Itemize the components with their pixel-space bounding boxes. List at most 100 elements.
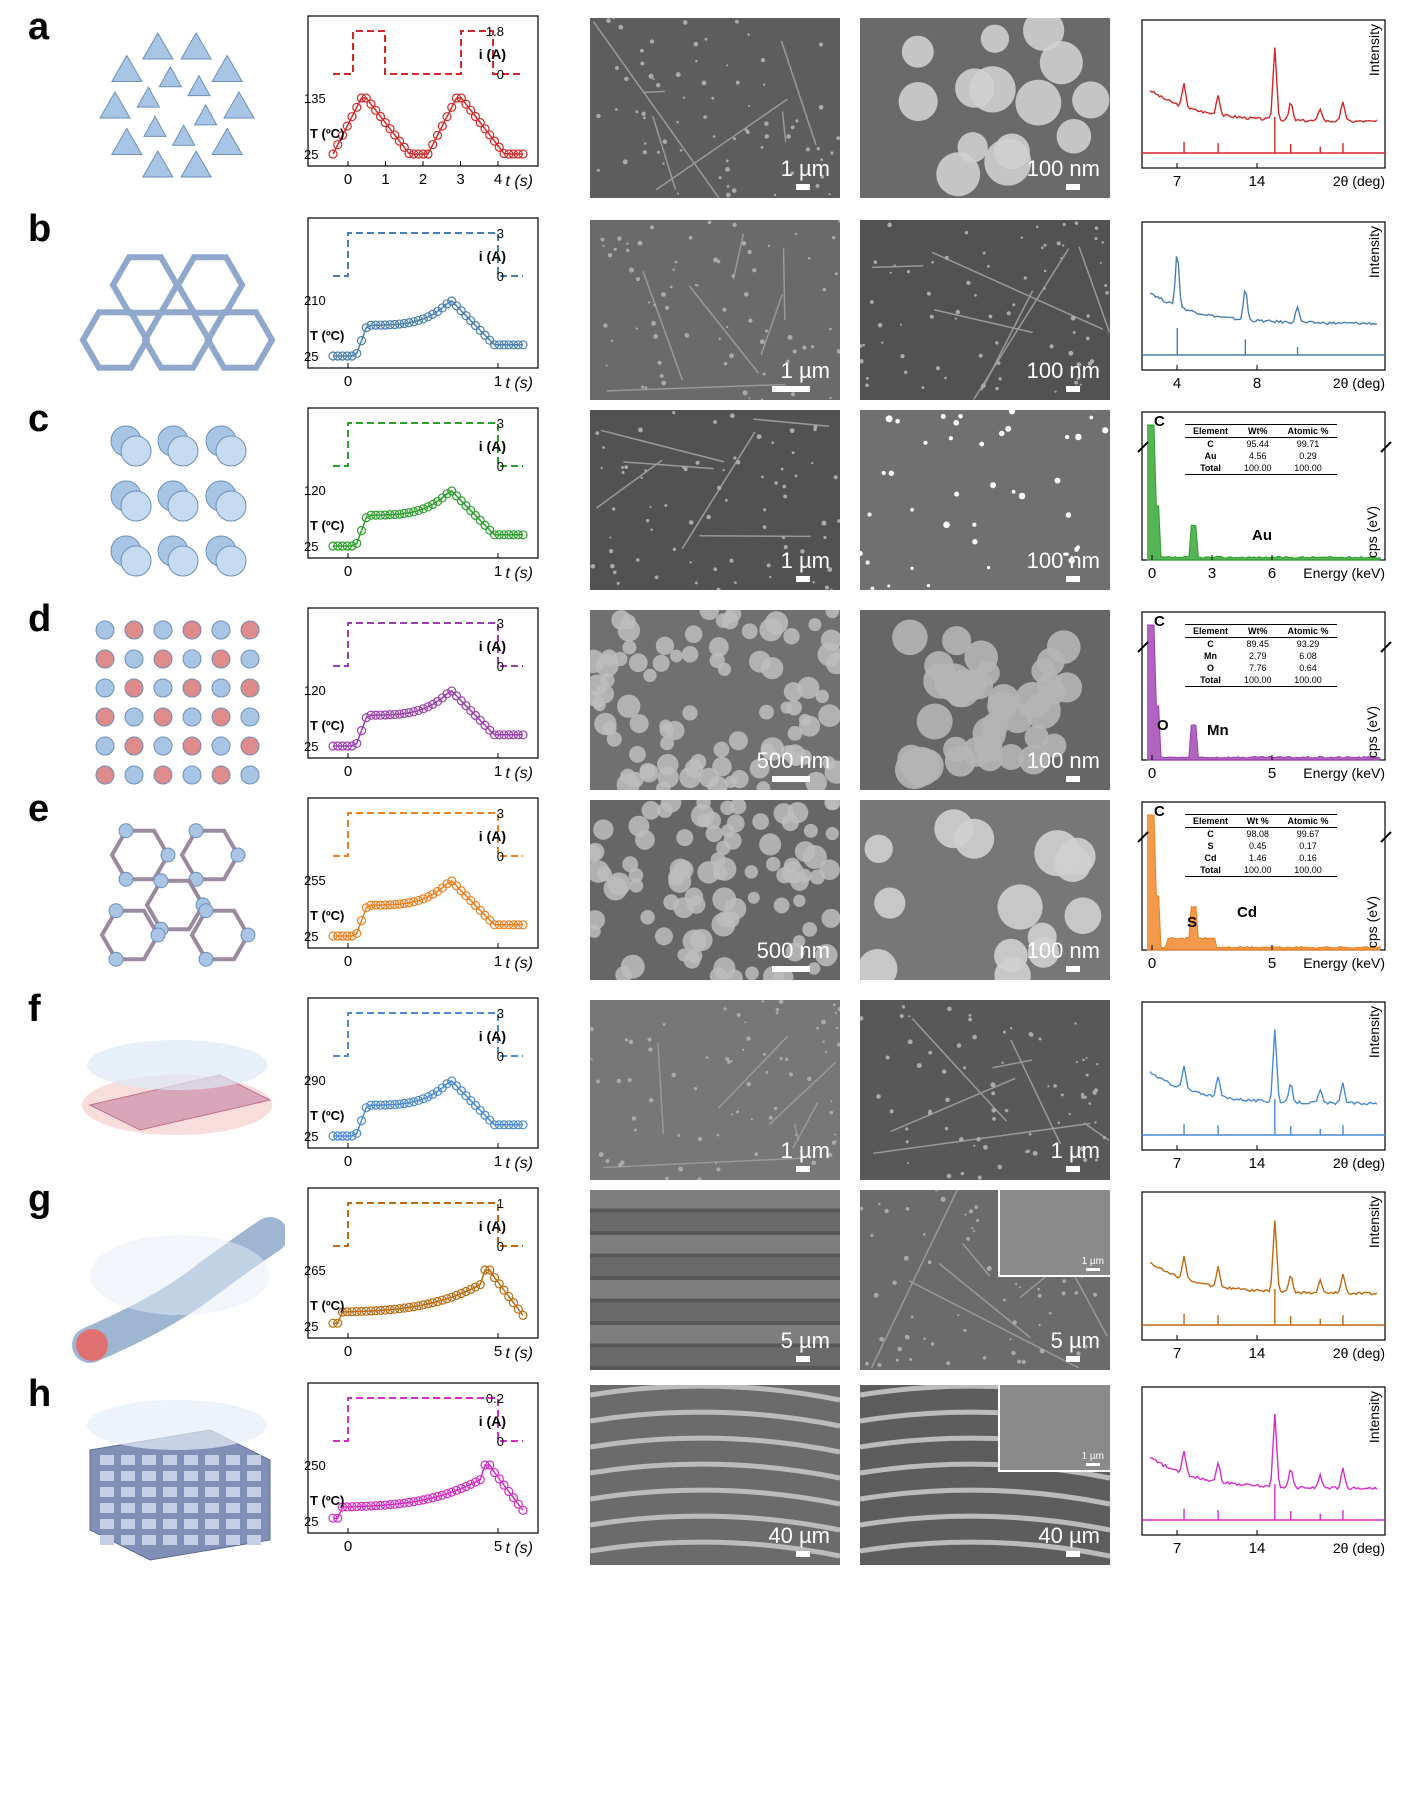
structure-holder xyxy=(70,1380,285,1570)
current-temperature-plot: 3 0 i (A) 255 25 T (ºC) 0 1 t (s) xyxy=(304,797,539,972)
t-max-tick: 290 xyxy=(304,1073,326,1088)
temperature-point xyxy=(485,725,495,735)
temperature-point xyxy=(328,1131,338,1141)
xrd-pattern: Intensity 7 14 2θ (deg) xyxy=(1141,1386,1386,1557)
current-trace xyxy=(333,812,523,857)
temperature-point xyxy=(399,142,409,152)
i-zero-tick: 0 xyxy=(497,67,504,82)
temperature-point xyxy=(409,317,419,327)
temperature-point xyxy=(428,140,438,150)
temperature-point xyxy=(347,541,357,551)
temperature-point xyxy=(461,99,471,109)
xrd-pattern: Intensity 7 14 2θ (deg) xyxy=(1141,1001,1386,1172)
table-cell: 0.17 xyxy=(1299,841,1317,851)
table-row: Au 4.56 0.29 xyxy=(1185,450,1337,462)
temperature-point xyxy=(352,538,362,549)
table-cell: C xyxy=(1207,439,1214,449)
table-cell: 100.00 xyxy=(1236,674,1280,687)
sem-image: 100 nm xyxy=(860,800,1110,980)
i-max-tick: 0.2 xyxy=(486,1391,504,1406)
temperature-point xyxy=(418,149,428,159)
temperature-point xyxy=(466,895,476,906)
temperature-point xyxy=(409,1497,419,1507)
temperature-point xyxy=(361,903,371,913)
current-temperature-plot: 3 0 i (A) 210 25 T (ºC) 0 1 t (s) xyxy=(304,217,539,392)
temperature-point xyxy=(404,898,414,908)
peak-label: Cd xyxy=(1237,904,1257,921)
time-tick-label: 5 xyxy=(494,1538,502,1555)
temperature-point xyxy=(489,530,500,540)
scale-bar-label: 100 nm xyxy=(1026,156,1100,181)
temperature-point xyxy=(337,1307,348,1317)
i-max-tick: 3 xyxy=(497,416,504,431)
temperature-point xyxy=(366,1501,376,1511)
figure-row-d: d 3 0 i (A) 120 25 T (ºC) 0 1 t (s) cps (eV) C O Mn 0 5… xyxy=(0,600,1409,785)
temperature-point xyxy=(480,330,490,340)
table-cell: 6.08 xyxy=(1299,651,1317,661)
temperature-point xyxy=(513,1304,523,1314)
temperature-point xyxy=(451,881,462,891)
plot-holder: 1 0 i (A) 265 25 T (ºC) 0 5 t (s) xyxy=(300,1180,560,1370)
temperature-point xyxy=(494,340,504,350)
temperature-point xyxy=(451,1081,462,1091)
time-tick-label: 1 xyxy=(381,171,389,188)
t-min-tick: 25 xyxy=(304,1319,318,1334)
temperature-point xyxy=(390,319,400,330)
temperature-point xyxy=(475,515,485,525)
temperature-point xyxy=(485,1460,495,1470)
temperature-axis-label: T (ºC) xyxy=(310,1298,344,1313)
y-axis-label: cps (eV) xyxy=(1364,706,1380,758)
temperature-point xyxy=(466,105,476,115)
x-tick-label: 0 xyxy=(1148,565,1156,582)
sem-image: 100 nm xyxy=(860,410,1110,590)
temperature-point xyxy=(328,541,338,551)
i-axis-label: i (A) xyxy=(479,638,506,654)
temperature-point xyxy=(347,1307,357,1317)
temperature-point xyxy=(442,879,452,889)
time-tick-label: 1 xyxy=(494,1153,502,1170)
temperature-point xyxy=(390,899,400,910)
figure-row-a: a 1.8 0 i (A) 135 25 T (ºC) 0 1 2 3 4 t (s) Intensity… xyxy=(0,8,1409,193)
temperature-point xyxy=(442,299,452,309)
temperature-point xyxy=(480,520,490,530)
temperature-point xyxy=(456,306,466,316)
table-header-row: Element Wt % Atomic % xyxy=(1185,814,1337,828)
temperature-point xyxy=(470,900,481,911)
x-tick-label: 0 xyxy=(1148,955,1156,972)
temperature-point xyxy=(413,1301,424,1311)
scale-bar xyxy=(1066,1356,1080,1362)
time-tick-label: 0 xyxy=(344,171,352,188)
temperature-axis-label: T (ºC) xyxy=(310,718,344,733)
temperature-point xyxy=(513,1120,523,1130)
scale-bar xyxy=(796,1166,810,1172)
temperature-point xyxy=(442,1489,452,1499)
table-row: C 89.45 93.29 xyxy=(1185,638,1337,651)
table-header-cell: Atomic % xyxy=(1279,424,1337,438)
temperature-point xyxy=(375,710,386,720)
scale-bar-label: 40 µm xyxy=(1038,1523,1100,1548)
crystal-structure-illustration xyxy=(95,620,260,785)
time-tick-label: 2 xyxy=(419,171,427,188)
temperature-point xyxy=(418,504,428,514)
sem-inset-image: 1 µm xyxy=(998,1190,1110,1277)
time-tick-label: 1 xyxy=(494,953,502,970)
i-zero-tick: 0 xyxy=(497,1239,504,1254)
table-row: Total 100.00 100.00 xyxy=(1185,462,1337,475)
temperature-point xyxy=(385,1500,395,1510)
temperature-point xyxy=(489,340,500,350)
temperature-point xyxy=(489,136,500,146)
temperature-point xyxy=(418,894,428,904)
temperature-point xyxy=(380,1500,390,1510)
temperature-point xyxy=(352,1306,362,1317)
temperature-point xyxy=(485,130,495,140)
table-header-row: Element Wt% Atomic % xyxy=(1185,624,1337,638)
temperature-point xyxy=(485,1115,495,1125)
scale-bar-label: 1 µm xyxy=(780,1138,830,1163)
temperature-point xyxy=(371,710,381,720)
temperature-point xyxy=(504,1120,514,1130)
temperature-point xyxy=(404,1098,414,1108)
time-tick-label: 0 xyxy=(344,763,352,780)
scale-bar-label: 5 µm xyxy=(1050,1328,1100,1353)
temperature-point xyxy=(390,1099,400,1110)
temperature-point xyxy=(361,1501,371,1511)
